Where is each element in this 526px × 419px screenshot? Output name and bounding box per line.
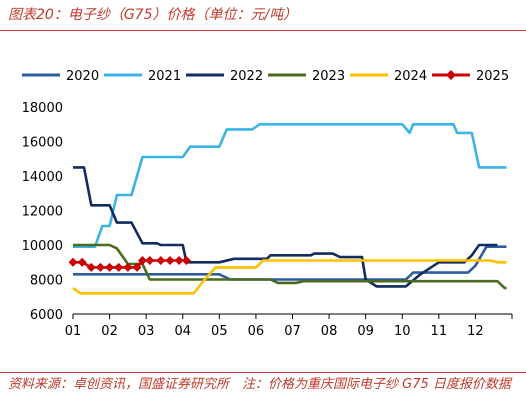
x-tick-label: 05 xyxy=(211,324,228,339)
legend: 2020 2021 2022 2023 2024 2025 xyxy=(22,69,509,84)
series-2022 xyxy=(73,166,498,288)
chart-title: 图表20：电子纱（G75）价格（单位：元/吨） xyxy=(8,7,298,23)
legend-item-2025: 2025 xyxy=(432,69,509,84)
source-note: 资料来源：卓创资讯，国盛证券研究所 注：价格为重庆国际电子纱 G75 日度报价数… xyxy=(8,377,511,392)
data-point-marker xyxy=(77,257,87,267)
data-point-marker xyxy=(156,256,166,266)
data-point-marker xyxy=(165,256,175,266)
data-point-marker xyxy=(86,262,96,272)
x-tick-label: 11 xyxy=(431,324,448,339)
legend-item-2024: 2024 xyxy=(350,69,427,84)
series-line xyxy=(73,123,507,248)
line-chart: 2020 2021 2022 2023 2024 2025 6000 8000 10000 12… xyxy=(22,69,513,339)
series-line xyxy=(73,245,507,281)
source-divider xyxy=(0,372,526,373)
series-line xyxy=(73,243,507,290)
x-tick-label: 06 xyxy=(248,324,265,339)
title-divider xyxy=(0,30,526,31)
y-tick-label: 10000 xyxy=(22,239,63,254)
y-tick-label: 6000 xyxy=(30,308,63,323)
data-point-marker xyxy=(132,262,142,272)
series-2023 xyxy=(73,243,507,290)
data-point-marker xyxy=(446,70,456,80)
legend-label: 2020 xyxy=(66,69,99,84)
x-tick-label: 03 xyxy=(138,324,155,339)
series-group xyxy=(68,123,507,295)
series-2020 xyxy=(73,245,507,281)
series-2025 xyxy=(68,256,191,272)
legend-label: 2025 xyxy=(476,69,509,84)
x-tick-label: 01 xyxy=(65,324,82,339)
data-point-marker xyxy=(123,262,133,272)
y-tick-label: 12000 xyxy=(22,205,63,220)
x-tick-label: 09 xyxy=(357,324,374,339)
legend-item-2022: 2022 xyxy=(186,69,263,84)
series-line xyxy=(72,259,507,295)
x-tick-label: 04 xyxy=(174,324,191,339)
data-point-marker xyxy=(95,262,105,272)
axes: 6000 8000 10000 12000 14000 16000 18000 01 02 03 0… xyxy=(22,101,513,339)
x-tick-label: 08 xyxy=(321,324,338,339)
x-tick-label: 12 xyxy=(467,324,484,339)
data-point-marker xyxy=(174,256,184,266)
legend-item-2023: 2023 xyxy=(268,69,345,84)
data-point-marker xyxy=(114,262,124,272)
legend-label: 2021 xyxy=(148,69,181,84)
series-2021 xyxy=(73,123,507,248)
y-tick-label: 16000 xyxy=(22,136,63,151)
series-2024 xyxy=(72,259,507,295)
legend-label: 2024 xyxy=(394,69,427,84)
x-tick-label: 10 xyxy=(394,324,411,339)
x-tick-label: 02 xyxy=(101,324,118,339)
legend-label: 2022 xyxy=(230,69,263,84)
y-tick-label: 18000 xyxy=(22,101,63,116)
data-point-marker xyxy=(181,256,191,266)
legend-item-2021: 2021 xyxy=(104,69,181,84)
data-point-marker xyxy=(145,256,155,266)
x-tick-label: 07 xyxy=(284,324,301,339)
data-point-marker xyxy=(68,257,78,267)
data-point-marker xyxy=(138,256,148,266)
data-point-marker xyxy=(105,262,115,272)
y-tick-label: 14000 xyxy=(22,170,63,185)
y-tick-label: 8000 xyxy=(30,274,63,289)
series-line xyxy=(73,166,498,288)
legend-label: 2023 xyxy=(312,69,345,84)
legend-item-2020: 2020 xyxy=(22,69,99,84)
